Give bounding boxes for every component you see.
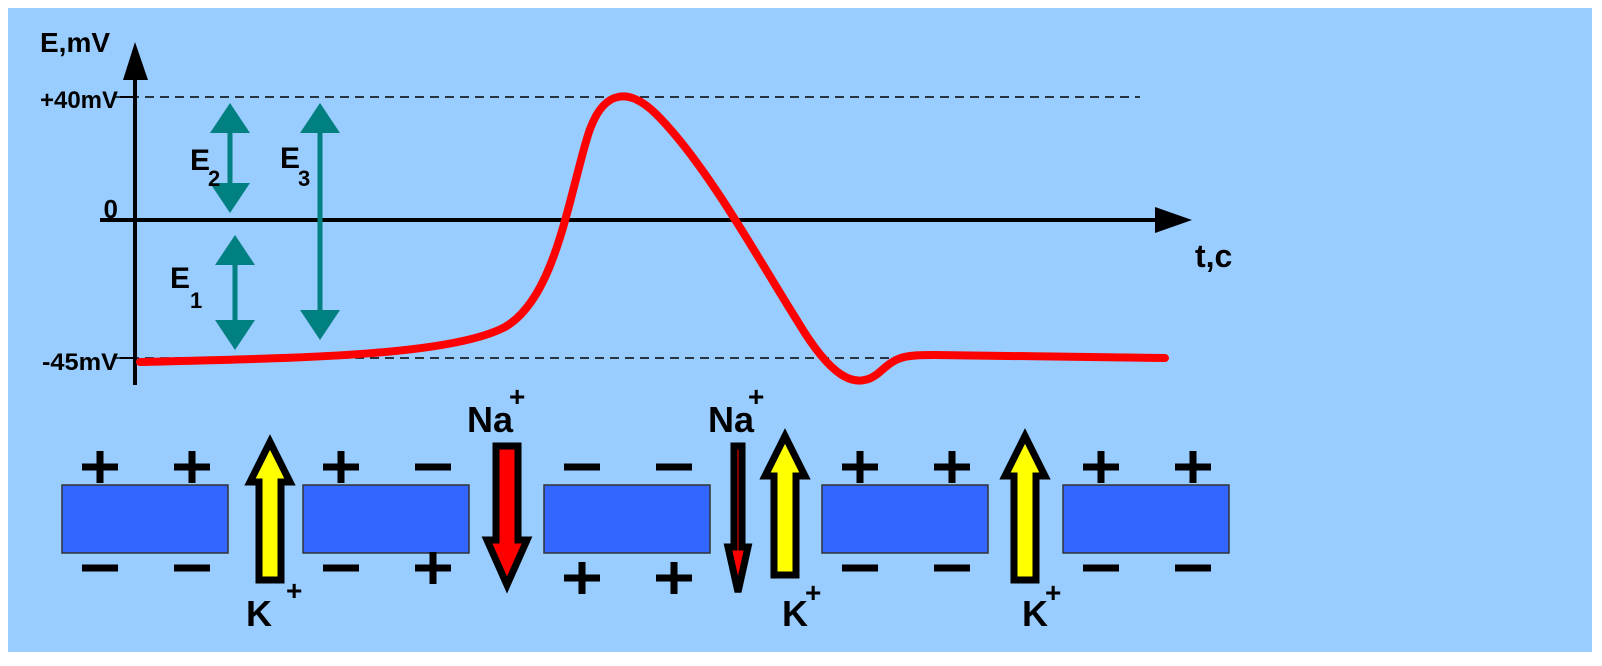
sign-bar [670, 562, 678, 594]
y-axis-label: E,mV [40, 27, 110, 58]
sign-bar [337, 451, 345, 483]
membrane-segment [302, 484, 470, 554]
potential-symbol: E [280, 142, 300, 175]
membrane-segment [821, 484, 989, 554]
potential-subscript: 1 [190, 288, 202, 313]
k-arrow [244, 434, 296, 584]
potential-symbol: E [190, 144, 210, 177]
ion-symbol: K [782, 593, 808, 634]
k-arrow [999, 428, 1051, 584]
sign-bar [429, 552, 437, 584]
ion-charge: + [509, 381, 525, 412]
sign-bar [1097, 451, 1105, 483]
ion-symbol: Na [708, 399, 755, 440]
membrane [61, 428, 1230, 594]
potential-subscript: 2 [208, 166, 220, 191]
sign-bar [96, 451, 104, 483]
sign-bar [415, 463, 451, 471]
tick-label: +40mV [40, 87, 118, 114]
ion-charge: + [1045, 577, 1061, 608]
sign-bar [174, 564, 210, 572]
sign-bar [323, 564, 359, 572]
potential-symbol: E [170, 262, 190, 295]
ion-charge: + [286, 575, 302, 606]
sign-bar [564, 463, 600, 471]
membrane-segment [1062, 484, 1230, 554]
na-arrow [481, 442, 533, 594]
sign-bar [856, 451, 864, 483]
sign-bar [188, 451, 196, 483]
k-arrow [759, 428, 811, 579]
ion-symbol: K [1022, 593, 1048, 634]
x-axis-arrow [1155, 207, 1192, 233]
y-axis-arrow [123, 42, 148, 80]
tick-label: -45mV [42, 349, 118, 376]
sign-bar [1175, 564, 1211, 572]
potential-subscript: 3 [298, 166, 310, 191]
ion-charge: + [748, 381, 764, 412]
sign-bar [656, 463, 692, 471]
membrane-segment [61, 484, 229, 554]
sign-bar [1189, 451, 1197, 483]
sign-bar [578, 562, 586, 594]
sign-bar [82, 564, 118, 572]
membrane-segment [543, 484, 711, 554]
x-axis-label: t,c [1195, 238, 1232, 274]
na-arrow [723, 442, 753, 593]
ion-symbol: Na [467, 399, 514, 440]
sign-bar [1083, 564, 1119, 572]
sign-bar [948, 451, 956, 483]
sign-bar [934, 564, 970, 572]
tick-label: 0 [104, 194, 118, 224]
sign-bar [842, 564, 878, 572]
ion-charge: + [805, 577, 821, 608]
action-potential-curve [136, 92, 1169, 385]
ion-symbol: K [246, 593, 272, 634]
